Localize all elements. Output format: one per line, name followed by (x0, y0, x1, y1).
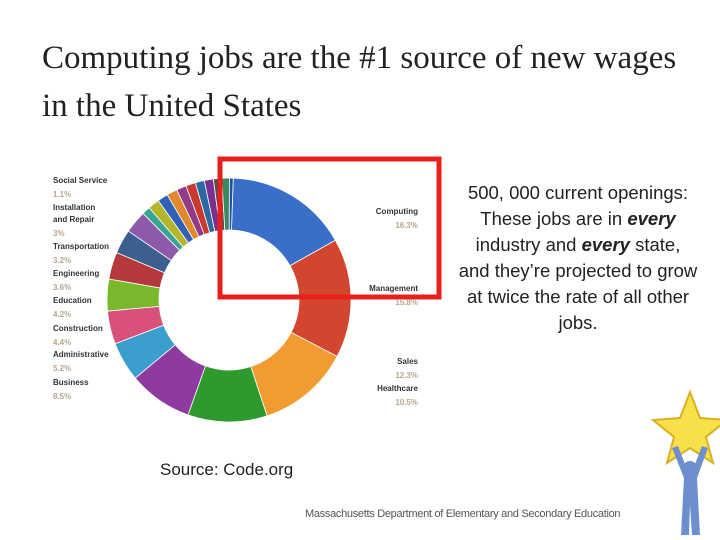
slice-label: Administrative 5.2% (53, 349, 111, 375)
value-label: 5.2% (53, 364, 72, 373)
value-label: 8.5% (53, 392, 72, 401)
slice-label: Management 15.8% (348, 283, 418, 309)
category-label: Sales (397, 357, 418, 366)
value-label: 1.1% (53, 190, 72, 199)
value-label: 4.4% (53, 338, 72, 347)
slice-label: Computing 16.3% (348, 206, 418, 232)
value-label: 3.2% (53, 256, 72, 265)
slices (106, 177, 352, 423)
category-label: Installation and Repair (53, 203, 96, 224)
value-label: 3.6% (53, 283, 72, 292)
slide-title: Computing jobs are the #1 source of new … (42, 40, 677, 124)
slice-label: Sales 12.3% (348, 356, 418, 382)
value-label: 4.2% (53, 310, 72, 319)
slice-label: Business 8.5% (53, 377, 111, 403)
footer: Massachusetts Department of Elementary a… (305, 508, 621, 520)
category-label: Business (53, 378, 89, 387)
slice-label: Education 4.2% (53, 295, 111, 321)
value-label: 12.3% (395, 371, 418, 380)
value-label: 15.8% (395, 298, 418, 307)
slice-label: Construction 4.4% (53, 323, 111, 349)
text-run: industry and (475, 234, 582, 255)
slice-label: Social Service 1.1% (53, 175, 111, 201)
category-label: Management (369, 284, 418, 293)
category-label: Transportation (53, 242, 110, 251)
category-label: Construction (53, 324, 103, 333)
slice-label: Transportation 3.2% (53, 241, 111, 267)
category-label: Engineering (53, 269, 100, 278)
highlight-box (217, 156, 442, 300)
slice-label: Engineering 3.6% (53, 268, 111, 294)
value-label: 3% (53, 229, 65, 238)
text-run: state, and they’re projected to grow at … (458, 234, 698, 333)
slice-label: Healthcare 10.5% (348, 383, 418, 409)
slice-label: Installation and Repair 3% (53, 202, 111, 240)
source: Source: Code.org (160, 460, 294, 479)
emphasis: every (581, 234, 630, 255)
value-label: 10.5% (395, 398, 418, 407)
category-label: Social Service (53, 176, 108, 185)
category-label: Administrative (53, 350, 109, 359)
star-figure (650, 389, 720, 535)
body-text: 500, 000 current openings: These jobs ar… (458, 180, 698, 336)
category-label: Healthcare (377, 384, 418, 393)
slice (228, 177, 234, 231)
text-run: 500, 000 current openings: These jobs ar… (467, 182, 689, 229)
value-label: 16.3% (395, 221, 418, 230)
category-label: Computing (375, 207, 418, 216)
category-label: Education (53, 296, 92, 305)
emphasis: every (627, 208, 676, 229)
